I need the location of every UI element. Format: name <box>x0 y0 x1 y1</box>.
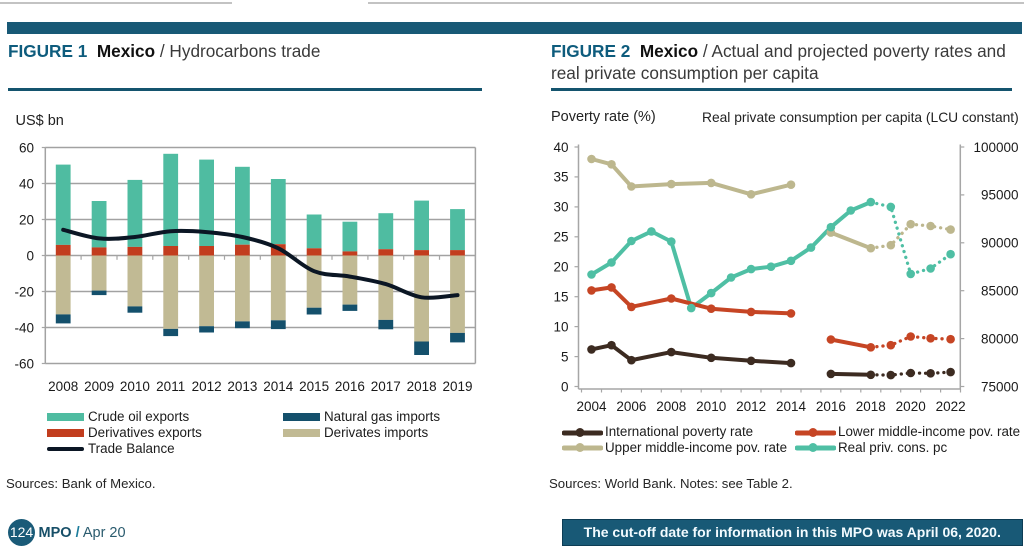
svg-text:2020: 2020 <box>896 399 926 414</box>
svg-text:2019: 2019 <box>442 379 472 394</box>
svg-text:75000: 75000 <box>981 379 1019 394</box>
svg-text:35: 35 <box>553 170 568 185</box>
svg-text:-20: -20 <box>14 284 34 299</box>
svg-text:2014: 2014 <box>776 399 807 414</box>
svg-text:80000: 80000 <box>981 331 1019 346</box>
svg-text:85000: 85000 <box>981 284 1019 299</box>
svg-text:40: 40 <box>19 176 34 191</box>
svg-text:2013: 2013 <box>227 379 257 394</box>
svg-text:2008: 2008 <box>48 379 78 394</box>
svg-text:95000: 95000 <box>981 188 1019 203</box>
svg-text:15: 15 <box>553 290 568 305</box>
svg-text:2009: 2009 <box>84 379 114 394</box>
svg-text:0: 0 <box>26 248 34 263</box>
svg-text:2012: 2012 <box>736 399 766 414</box>
svg-text:30: 30 <box>553 200 568 215</box>
svg-text:2018: 2018 <box>407 379 437 394</box>
svg-text:2014: 2014 <box>263 379 294 394</box>
svg-text:90000: 90000 <box>981 236 1019 251</box>
svg-text:2010: 2010 <box>120 379 150 394</box>
svg-text:40: 40 <box>553 140 568 155</box>
svg-text:2017: 2017 <box>371 379 401 394</box>
svg-text:-60: -60 <box>14 356 34 371</box>
svg-text:2006: 2006 <box>616 399 646 414</box>
svg-text:0: 0 <box>561 379 569 394</box>
svg-text:2004: 2004 <box>576 399 607 414</box>
svg-text:2018: 2018 <box>856 399 886 414</box>
svg-text:2016: 2016 <box>335 379 365 394</box>
svg-text:20: 20 <box>553 260 568 275</box>
svg-text:20: 20 <box>19 212 34 227</box>
svg-text:5: 5 <box>561 349 569 364</box>
svg-text:100000: 100000 <box>973 140 1018 155</box>
svg-text:2022: 2022 <box>936 399 966 414</box>
svg-text:2011: 2011 <box>156 379 185 394</box>
svg-text:-40: -40 <box>14 320 34 335</box>
svg-text:10: 10 <box>553 319 568 334</box>
svg-text:2012: 2012 <box>192 379 222 394</box>
svg-text:2010: 2010 <box>696 399 726 414</box>
svg-text:2016: 2016 <box>816 399 846 414</box>
svg-text:2015: 2015 <box>299 379 329 394</box>
svg-text:2008: 2008 <box>656 399 686 414</box>
svg-text:60: 60 <box>19 140 34 155</box>
svg-text:25: 25 <box>553 230 568 245</box>
